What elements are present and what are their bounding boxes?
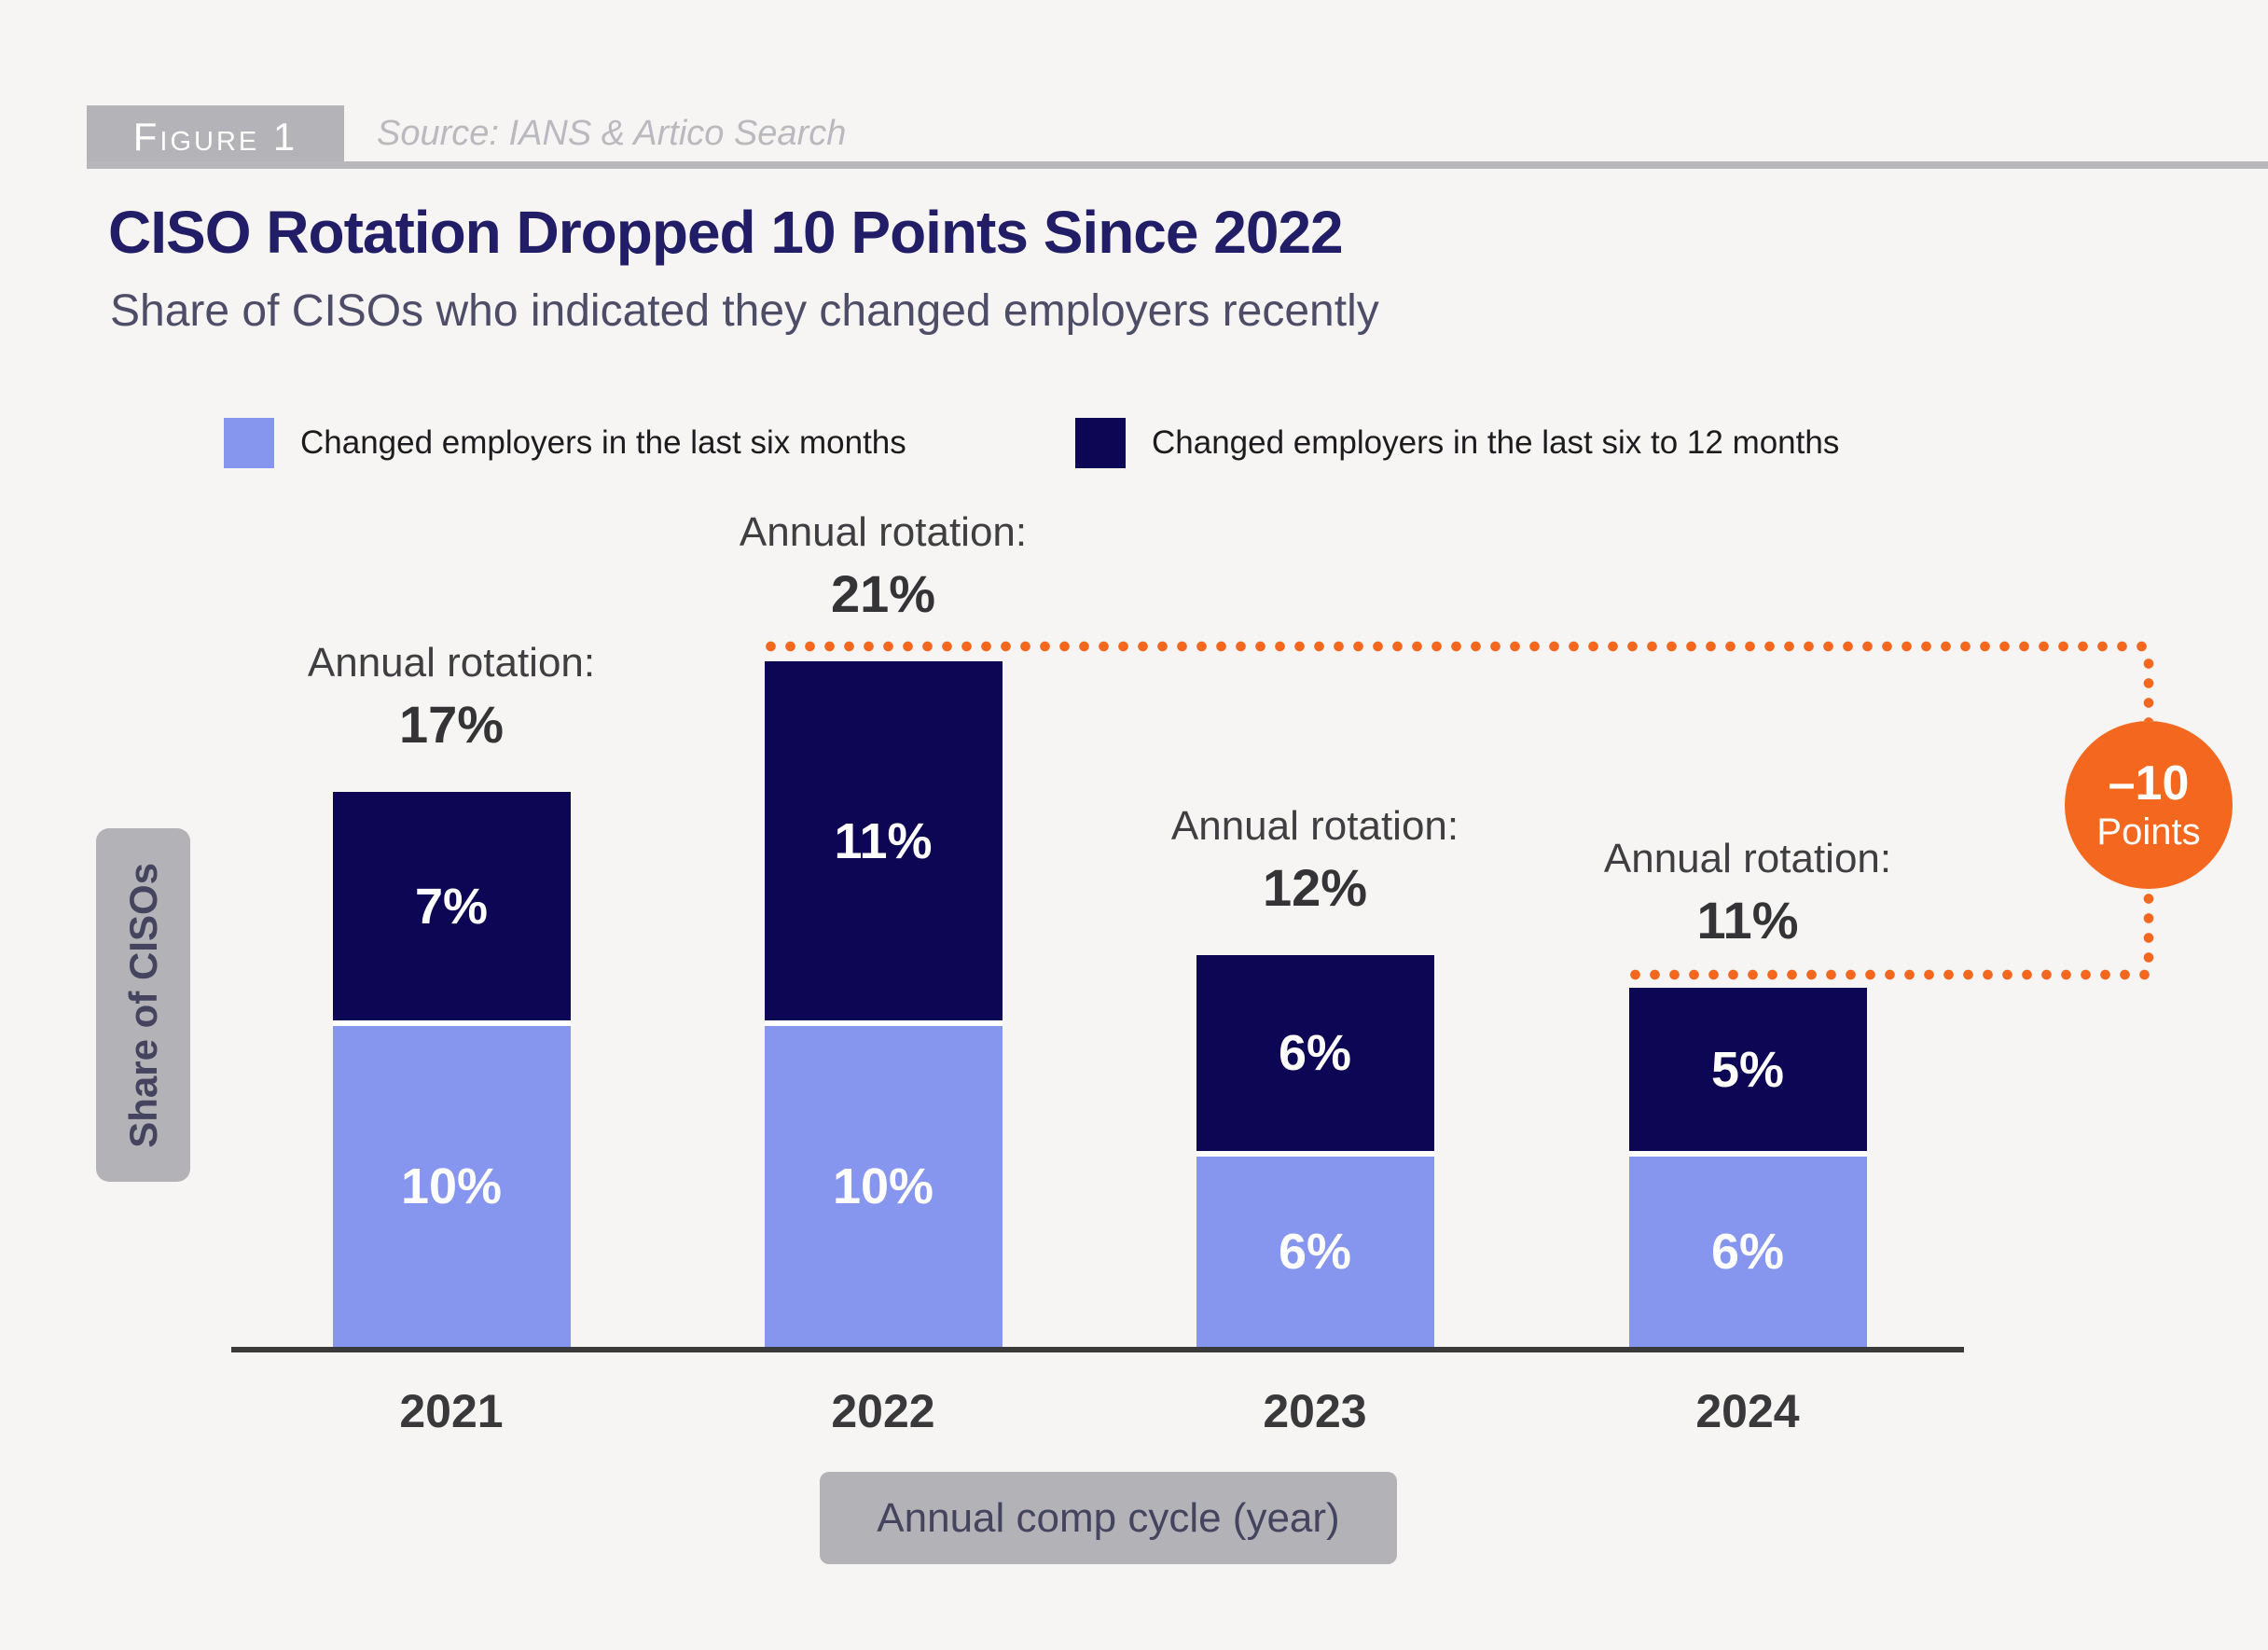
annual-rotation-value: 17% bbox=[398, 695, 505, 754]
annual-rotation-prefix: Annual rotation: bbox=[1603, 836, 1892, 881]
bar-segment-six-months: 6% bbox=[1628, 1151, 1867, 1347]
year-label: 2022 bbox=[831, 1385, 935, 1437]
annual-rotation-prefix: Annual rotation: bbox=[739, 509, 1028, 555]
legend-label: Changed employers in the last six months bbox=[300, 424, 906, 461]
value-label: 7% bbox=[414, 878, 489, 935]
header-rule bbox=[87, 161, 2268, 169]
y-axis-label-text: Share of CISOs bbox=[120, 862, 165, 1148]
annual-rotation-label: Annual rotation: 17% bbox=[209, 605, 694, 755]
annual-rotation-label: Annual rotation: 11% bbox=[1505, 801, 1990, 950]
annual-rotation-value: 12% bbox=[1262, 858, 1368, 917]
annual-rotation-value: 11% bbox=[1696, 891, 1799, 950]
bar-segment-six-months: 10% bbox=[332, 1020, 571, 1347]
value-label: 6% bbox=[1710, 1224, 1785, 1280]
legend-label: Changed employers in the last six to 12 … bbox=[1152, 424, 1840, 461]
badge-value: –10 bbox=[2108, 756, 2190, 811]
bar-segment-six-to-twelve-months: 7% bbox=[332, 792, 571, 1020]
legend-swatch-six-months bbox=[224, 418, 274, 468]
year-label: 2024 bbox=[1695, 1385, 1800, 1437]
bar-segment-six-to-twelve-months: 11% bbox=[764, 661, 1003, 1020]
legend-item-six-to-twelve-months: Changed employers in the last six to 12 … bbox=[1075, 416, 1839, 470]
x-axis-line bbox=[231, 1347, 1964, 1352]
year-label: 2023 bbox=[1263, 1385, 1367, 1437]
bar-segment-six-months: 10% bbox=[764, 1020, 1003, 1347]
value-label: 6% bbox=[1278, 1224, 1352, 1280]
connector-line-down-to-badge bbox=[2143, 654, 2154, 721]
year-label: 2021 bbox=[399, 1385, 504, 1437]
x-axis-label: Annual comp cycle (year) bbox=[820, 1472, 1397, 1564]
legend-swatch-six-to-twelve-months bbox=[1075, 418, 1126, 468]
badge-unit: Points bbox=[2096, 811, 2201, 853]
minus-10-points-badge: –10 Points bbox=[2065, 721, 2233, 889]
figure-tab: Figure 1 bbox=[87, 105, 344, 169]
connector-line-badge-to-2024 bbox=[2143, 889, 2154, 967]
value-label: 5% bbox=[1710, 1041, 1785, 1098]
connector-line-2024 bbox=[1625, 969, 2156, 980]
page-title: CISO Rotation Dropped 10 Points Since 20… bbox=[108, 199, 1344, 266]
value-label: 10% bbox=[400, 1158, 503, 1214]
bar-segment-six-to-twelve-months: 6% bbox=[1196, 955, 1434, 1151]
annual-rotation-label: Annual rotation: 12% bbox=[1072, 769, 1557, 918]
bar-segment-six-months: 6% bbox=[1196, 1151, 1434, 1347]
y-axis-label: Share of CISOs bbox=[96, 828, 190, 1182]
value-label: 6% bbox=[1278, 1025, 1352, 1081]
page-subtitle: Share of CISOs who indicated they change… bbox=[110, 286, 1379, 336]
connector-line-2022 bbox=[760, 641, 2156, 652]
annual-rotation-value: 21% bbox=[830, 564, 936, 623]
annual-rotation-prefix: Annual rotation: bbox=[1170, 803, 1459, 849]
value-label: 10% bbox=[832, 1158, 934, 1214]
legend-item-six-months: Changed employers in the last six months bbox=[224, 416, 906, 470]
annual-rotation-label: Annual rotation: 21% bbox=[641, 475, 1126, 624]
source-text: Source: IANS & Artico Search bbox=[377, 114, 847, 153]
bar-segment-six-to-twelve-months: 5% bbox=[1628, 988, 1867, 1151]
annual-rotation-prefix: Annual rotation: bbox=[307, 640, 596, 686]
value-label: 11% bbox=[834, 812, 933, 869]
